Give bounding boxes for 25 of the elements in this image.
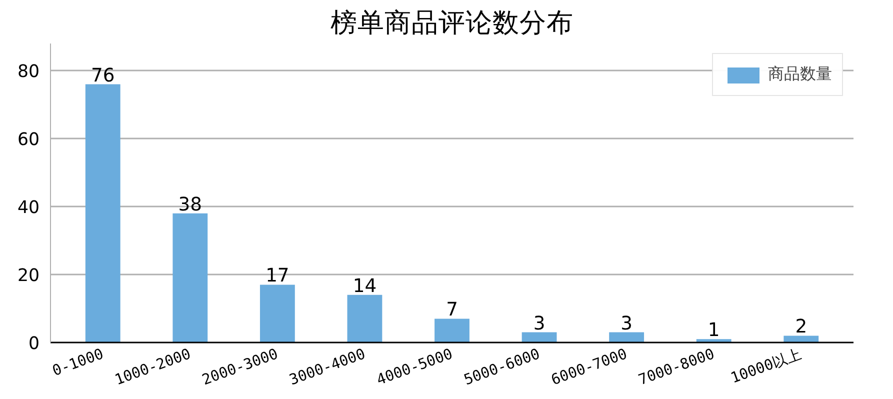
data-label: 3 [620, 313, 633, 334]
data-label: 17 [266, 266, 290, 287]
data-label: 1 [708, 320, 720, 342]
legend-label: 商品数量 [768, 64, 832, 85]
chart-title: 榜单商品评论数分布 [330, 8, 574, 38]
y-tick-label: 0 [28, 334, 40, 354]
bar [85, 84, 120, 342]
bar [434, 318, 470, 342]
y-tick-label: 60 [17, 130, 40, 150]
bar [172, 213, 208, 342]
bar [609, 332, 644, 342]
y-tick-label: 40 [17, 198, 40, 218]
data-label: 3 [533, 313, 546, 334]
bar [347, 294, 382, 342]
data-label: 38 [178, 194, 202, 216]
bar [784, 336, 819, 342]
y-tick-label: 80 [17, 62, 40, 82]
x-tick-label: 10000以上 [728, 346, 804, 387]
data-label: 7 [446, 300, 458, 321]
y-tick-label: 20 [17, 266, 40, 286]
data-label: 76 [91, 65, 115, 86]
bar [260, 284, 295, 342]
bar [522, 332, 557, 342]
data-label: 2 [795, 316, 808, 338]
data-label: 14 [352, 276, 377, 297]
